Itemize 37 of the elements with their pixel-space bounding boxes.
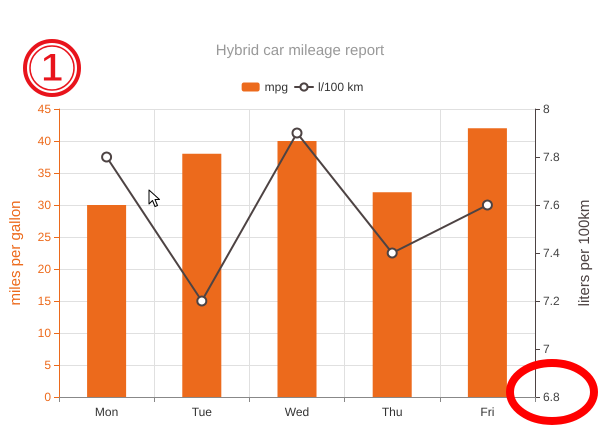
bar <box>372 192 412 397</box>
y2-tick-label: 7 <box>543 342 550 356</box>
point <box>196 296 208 306</box>
y-tick-label: 40 <box>38 134 52 148</box>
y-tick-label: 30 <box>38 198 52 212</box>
x-tick-label: Tue <box>192 405 212 419</box>
y-tick-label: 0 <box>44 390 52 404</box>
y-tick-label: 20 <box>38 262 52 276</box>
y-tick-label: 10 <box>38 326 52 340</box>
y-tick-label: 35 <box>38 166 52 180</box>
bar <box>277 141 317 397</box>
x-tick-label: Mon <box>94 405 118 419</box>
point <box>101 152 112 162</box>
y-tick-label: 45 <box>38 102 52 116</box>
bar <box>182 154 222 397</box>
y2-tick-label: 7.8 <box>543 150 560 164</box>
y2-tick-label: 7.4 <box>543 246 560 260</box>
y-tick-label: 15 <box>38 294 52 308</box>
y-tick-label: 5 <box>44 358 52 372</box>
bar <box>468 128 507 397</box>
legend-label: mpg <box>264 80 288 94</box>
legend-label: l/100 km <box>318 80 364 94</box>
bar <box>87 205 126 397</box>
y2-tick-label: 6.8 <box>543 390 560 404</box>
point <box>292 128 302 138</box>
point <box>386 248 398 258</box>
y-axis-title: miles per gallon <box>7 200 24 306</box>
x-tick-label: Wed <box>284 405 310 419</box>
point <box>482 200 493 210</box>
x-tick-label: Thu <box>382 405 403 419</box>
x-tick-label: Fri <box>480 405 494 419</box>
y-tick-label: 25 <box>38 230 52 244</box>
y2-tick-label: 7.6 <box>543 198 560 212</box>
y2-tick-label: 8 <box>543 102 550 116</box>
y2-axis-title: liters per 100km <box>576 200 593 306</box>
chart-title: Hybrid car mileage report <box>216 42 386 59</box>
y2-tick-label: 7.2 <box>543 294 560 308</box>
